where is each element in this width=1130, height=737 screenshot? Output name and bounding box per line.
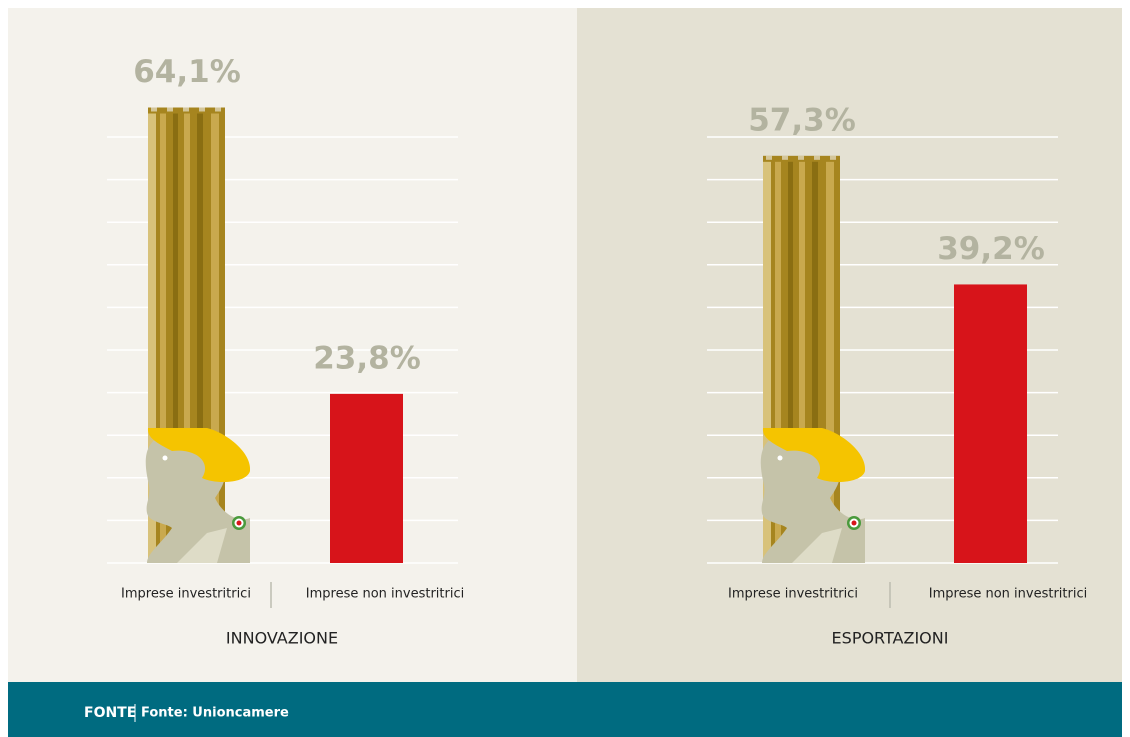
left-panel — [8, 8, 577, 682]
column-notch — [814, 156, 820, 160]
column-notch — [183, 108, 189, 112]
column-notch — [167, 108, 173, 112]
value-label: 57,3% — [748, 102, 856, 138]
value-label: 23,8% — [313, 340, 421, 376]
footer-source: Fonte: Unioncamere — [141, 706, 289, 721]
column-notch — [830, 156, 836, 160]
badge-dot — [237, 521, 242, 526]
category-label: Imprese non investritrici — [929, 587, 1087, 602]
bar — [954, 284, 1027, 563]
eye — [778, 456, 783, 461]
value-label: 39,2% — [937, 231, 1045, 267]
category-label: Imprese investritrici — [121, 587, 251, 602]
eye — [163, 456, 168, 461]
column-notch — [151, 108, 157, 112]
column-notch — [199, 108, 205, 112]
bar — [330, 394, 403, 563]
column-notch — [782, 156, 788, 160]
column-notch — [798, 156, 804, 160]
value-label: 64,1% — [133, 54, 241, 90]
column-notch — [215, 108, 221, 112]
footer-label: FONTE — [84, 705, 136, 721]
column-notch — [766, 156, 772, 160]
category-label: Imprese investritrici — [728, 587, 858, 602]
infographic: FONTE Fonte: Unioncamere 64,1% Imprese in… — [0, 0, 1130, 737]
category-label: Imprese non investritrici — [306, 587, 464, 602]
badge-dot — [852, 521, 857, 526]
chart-title: ESPORTAZIONI — [832, 629, 949, 648]
chart-title: INNOVAZIONE — [226, 629, 338, 648]
